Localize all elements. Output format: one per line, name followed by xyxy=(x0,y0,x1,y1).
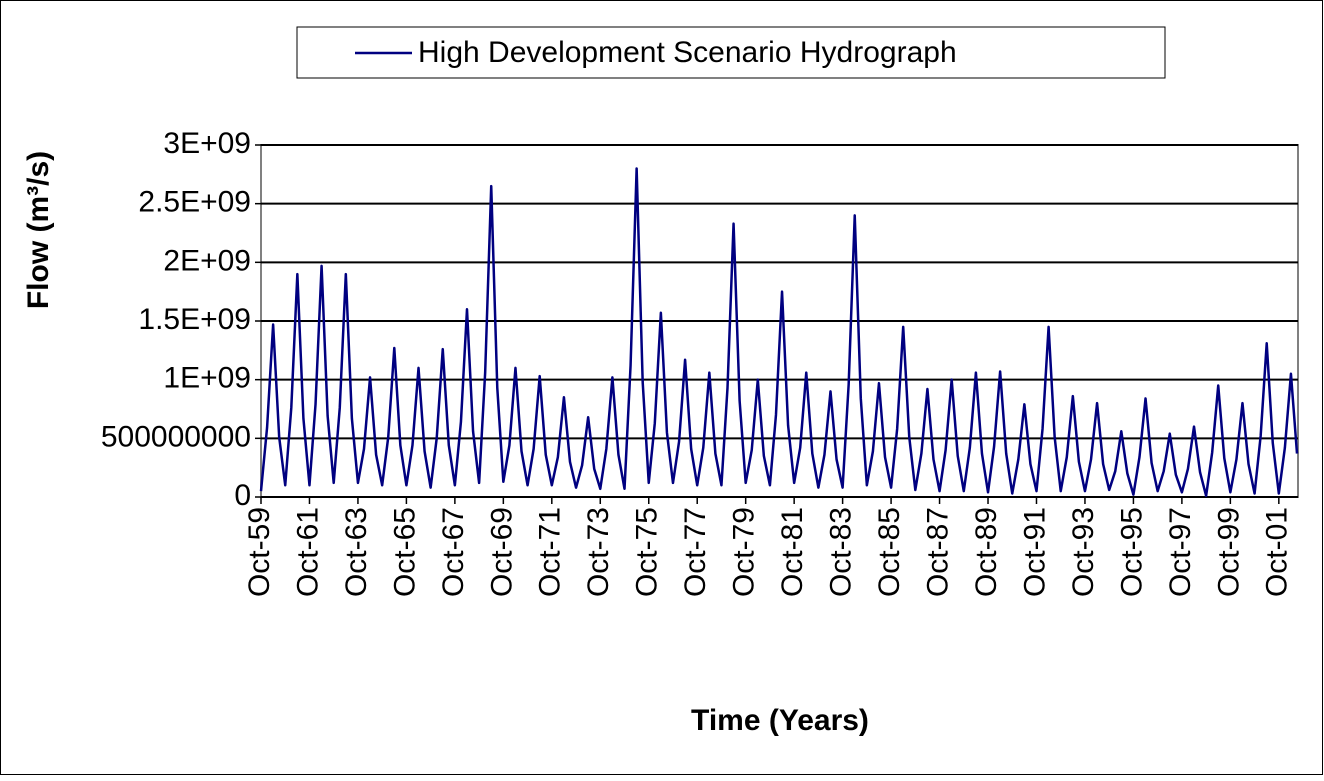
x-axis-title: Time (Years) xyxy=(691,704,869,737)
x-tick-label: Oct-85 xyxy=(873,507,906,597)
x-tick-label: Oct-01 xyxy=(1261,507,1294,597)
x-tick-label: Oct-69 xyxy=(485,507,518,597)
y-tick-label: 1E+09 xyxy=(163,362,251,395)
x-tick-label: Oct-77 xyxy=(679,507,712,597)
x-tick-label: Oct-65 xyxy=(388,507,421,597)
x-tick-label: Oct-73 xyxy=(582,507,615,597)
x-tick-label: Oct-91 xyxy=(1018,507,1051,597)
x-tick-label: Oct-61 xyxy=(291,507,324,597)
x-tick-label: Oct-63 xyxy=(340,507,373,597)
x-tick-label: Oct-71 xyxy=(534,507,567,597)
y-tick-label: 3E+09 xyxy=(163,127,251,160)
x-tick-label: Oct-87 xyxy=(921,507,954,597)
series-line xyxy=(259,167,1299,498)
x-tick-label: Oct-59 xyxy=(243,507,276,597)
y-tick-label: 1.5E+09 xyxy=(138,303,251,336)
x-tick-label: Oct-99 xyxy=(1212,507,1245,597)
y-tick-label: 2E+09 xyxy=(163,244,251,277)
x-tick-label: Oct-83 xyxy=(825,507,858,597)
legend-label: High Development Scenario Hydrograph xyxy=(418,36,957,69)
x-tick-label: Oct-79 xyxy=(728,507,761,597)
x-tick-label: Oct-89 xyxy=(970,507,1003,597)
x-tick-label: Oct-81 xyxy=(776,507,809,597)
y-tick-label: 0 xyxy=(234,479,251,512)
legend-box xyxy=(296,26,1166,79)
x-tick-label: Oct-75 xyxy=(631,507,664,597)
y-tick-label: 2.5E+09 xyxy=(138,186,251,219)
x-tick-label: Oct-95 xyxy=(1115,507,1148,597)
x-tick-label: Oct-93 xyxy=(1067,507,1100,597)
x-tick-label: Oct-67 xyxy=(437,507,470,597)
y-axis-title: Flow (m³/s) xyxy=(22,151,55,309)
x-tick-label: Oct-97 xyxy=(1164,507,1197,597)
y-tick-label: 500000000 xyxy=(101,420,251,453)
